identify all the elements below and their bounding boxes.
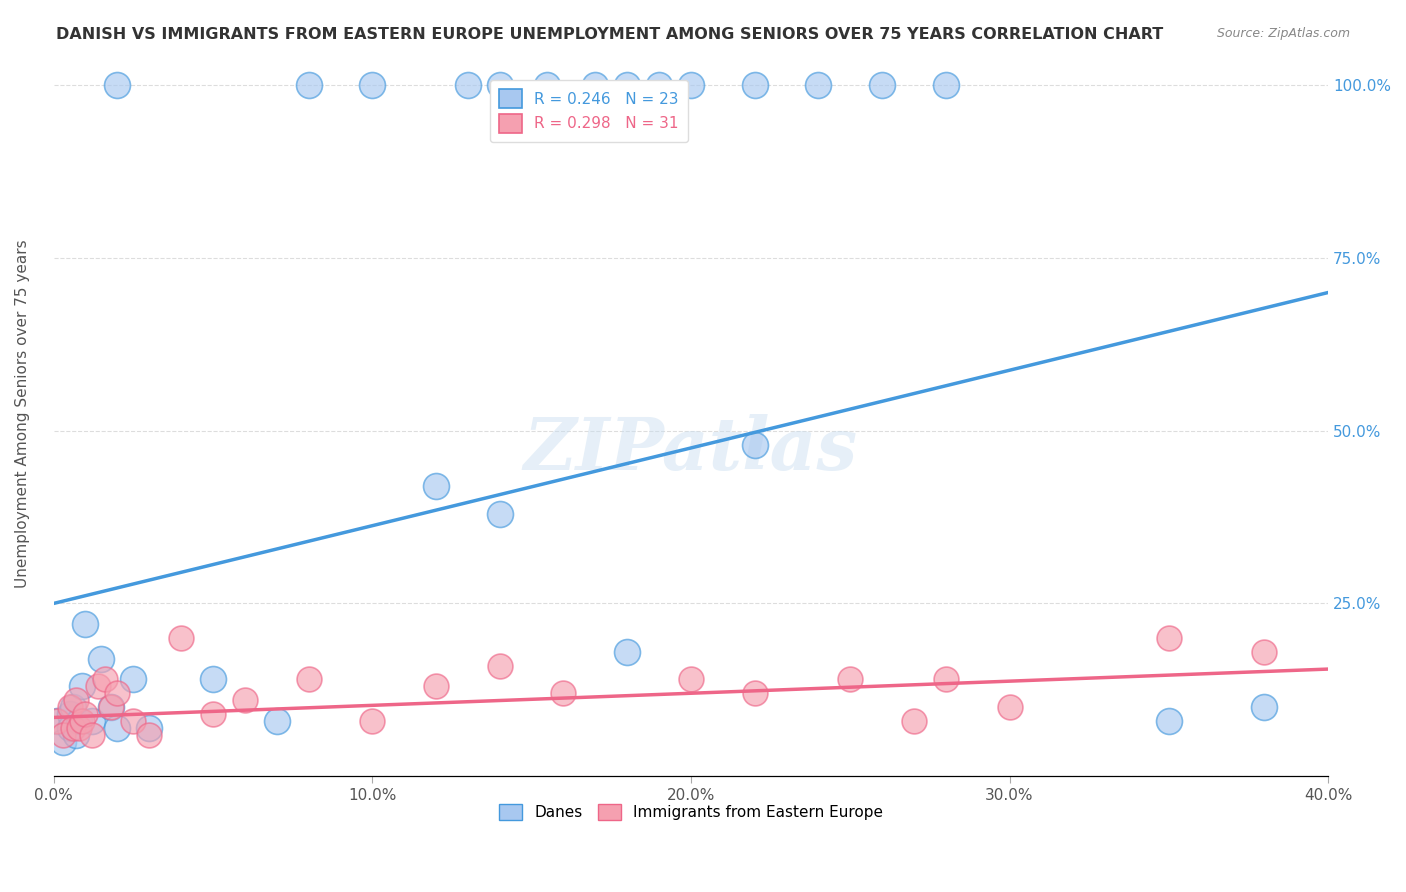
Point xyxy=(839,673,862,687)
Point xyxy=(138,721,160,735)
Point xyxy=(58,721,80,735)
Point xyxy=(361,78,384,93)
Point xyxy=(58,706,80,721)
Point xyxy=(903,714,925,728)
Point xyxy=(488,507,510,521)
Point xyxy=(67,721,90,735)
Point xyxy=(648,78,671,93)
Point xyxy=(105,686,128,700)
Point xyxy=(935,78,957,93)
Point xyxy=(105,721,128,735)
Point xyxy=(297,673,319,687)
Point xyxy=(998,700,1021,714)
Point xyxy=(87,679,110,693)
Point xyxy=(45,714,67,728)
Point xyxy=(616,645,638,659)
Point xyxy=(1253,700,1275,714)
Point xyxy=(1253,645,1275,659)
Point xyxy=(870,78,893,93)
Point xyxy=(1157,714,1180,728)
Point xyxy=(52,734,75,748)
Point xyxy=(201,706,224,721)
Point xyxy=(138,728,160,742)
Point xyxy=(122,714,145,728)
Point xyxy=(536,78,558,93)
Point xyxy=(679,78,702,93)
Point xyxy=(297,78,319,93)
Text: DANISH VS IMMIGRANTS FROM EASTERN EUROPE UNEMPLOYMENT AMONG SENIORS OVER 75 YEAR: DANISH VS IMMIGRANTS FROM EASTERN EUROPE… xyxy=(56,27,1164,42)
Point xyxy=(100,700,122,714)
Point xyxy=(201,673,224,687)
Point xyxy=(583,78,606,93)
Text: Source: ZipAtlas.com: Source: ZipAtlas.com xyxy=(1216,27,1350,40)
Point xyxy=(105,78,128,93)
Point xyxy=(553,686,575,700)
Point xyxy=(744,78,766,93)
Point xyxy=(58,700,80,714)
Point xyxy=(935,673,957,687)
Point xyxy=(62,721,84,735)
Point xyxy=(744,437,766,451)
Point xyxy=(62,700,84,714)
Legend: Danes, Immigrants from Eastern Europe: Danes, Immigrants from Eastern Europe xyxy=(494,798,889,827)
Point xyxy=(65,728,87,742)
Point xyxy=(488,78,510,93)
Point xyxy=(425,479,447,493)
Point xyxy=(80,714,103,728)
Point xyxy=(425,679,447,693)
Point xyxy=(616,78,638,93)
Point xyxy=(744,686,766,700)
Point xyxy=(122,673,145,687)
Point xyxy=(100,700,122,714)
Point xyxy=(93,673,115,687)
Point xyxy=(72,714,94,728)
Point xyxy=(75,617,97,632)
Point xyxy=(807,78,830,93)
Point xyxy=(233,693,256,707)
Point xyxy=(488,658,510,673)
Point xyxy=(65,693,87,707)
Point xyxy=(679,673,702,687)
Point xyxy=(75,706,97,721)
Y-axis label: Unemployment Among Seniors over 75 years: Unemployment Among Seniors over 75 years xyxy=(15,239,30,588)
Text: ZIPatlas: ZIPatlas xyxy=(524,414,858,485)
Point xyxy=(67,714,90,728)
Point xyxy=(80,728,103,742)
Point xyxy=(361,714,384,728)
Point xyxy=(170,631,193,645)
Point xyxy=(45,714,67,728)
Point xyxy=(266,714,288,728)
Point xyxy=(90,651,112,665)
Point xyxy=(52,728,75,742)
Point xyxy=(72,679,94,693)
Point xyxy=(1157,631,1180,645)
Point xyxy=(457,78,479,93)
